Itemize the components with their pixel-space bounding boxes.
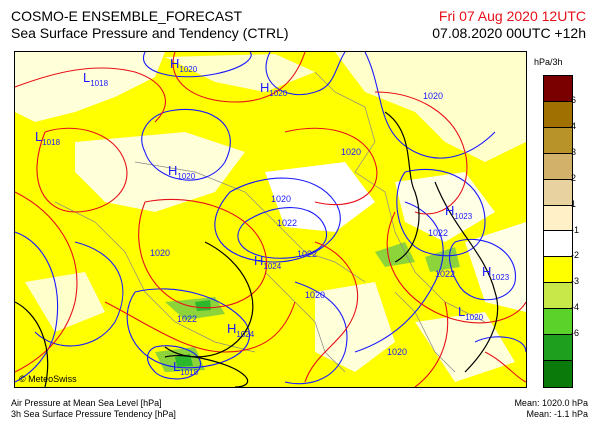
low-center: L1018 [35, 129, 61, 147]
isobars-black [15, 111, 499, 387]
legend-tick-label: -1 [571, 224, 580, 235]
legend-swatch [544, 309, 572, 336]
legend-tick-label: 6 [571, 94, 577, 105]
legend-tick-label: -3 [571, 276, 580, 287]
legend-tick-label: -2 [571, 250, 580, 261]
legend-tick-label: -6 [571, 328, 580, 339]
pressure-centers: L1018 H1020 H1020 L1018 H1020 H1024 H102… [35, 56, 510, 377]
tendency-field-label: 3h Sea Surface Pressure Tendency [hPa] [11, 409, 176, 419]
legend-tick-label: 2 [571, 172, 577, 183]
low-center: L1018 [173, 359, 199, 377]
high-center: H1020 [260, 80, 288, 98]
title-block: COSMO-E ENSEMBLE_FORECAST Sea Surface Pr… [11, 8, 289, 42]
low-center: L1018 [83, 70, 109, 88]
high-center: H1020 [168, 163, 196, 181]
legend-swatch [544, 231, 572, 258]
legend-tick-label: -4 [571, 302, 580, 313]
isobar-label: 1020 [387, 347, 407, 357]
run-time: 07.08.2020 00UTC +12h [432, 25, 586, 41]
isobar-label: 1020 [150, 248, 170, 258]
legend-tick-label: 3 [571, 146, 577, 157]
product-title: COSMO-E ENSEMBLE_FORECAST [11, 8, 243, 24]
legend-swatch [544, 283, 572, 310]
legend-tick-label: 1 [571, 198, 577, 209]
isobar-label: 1020 [305, 290, 325, 300]
high-center: H1024 [254, 253, 282, 271]
pressure-field-label: Air Pressure at Mean Sea Level [hPa] [11, 398, 162, 408]
mean-tendency: Mean: -1.1 hPa [526, 409, 588, 419]
isobar-label: 1022 [428, 228, 448, 238]
tendency-red-lines [15, 52, 526, 387]
low-center: L1020 [458, 304, 484, 322]
forecast-map[interactable]: 1020 1020 1020 1022 1022 1020 1022 1022 … [14, 51, 527, 388]
color-legend [543, 75, 573, 388]
high-center: H1020 [170, 56, 198, 74]
legend-swatch [544, 127, 572, 154]
product-subtitle: Sea Surface Pressure and Tendency (CTRL) [11, 25, 289, 41]
legend-swatch [544, 361, 572, 387]
legend-tick-label: 4 [571, 120, 577, 131]
legend-swatch [544, 205, 572, 232]
high-center: H1023 [445, 203, 473, 221]
isobar-label: 1022 [297, 249, 317, 259]
legend-swatch [544, 257, 572, 284]
isobar-label: 1022 [277, 218, 297, 228]
high-center: H1023 [482, 264, 510, 282]
isobar-label: 1020 [423, 91, 443, 101]
high-center: H1024 [227, 321, 255, 339]
isobar-label: 1022 [177, 314, 197, 324]
isobar-label: 1020 [271, 194, 291, 204]
isobar-label: 1020 [341, 147, 361, 157]
borders [54, 71, 486, 373]
time-block: Fri 07 Aug 2020 12UTC 07.08.2020 00UTC +… [432, 8, 586, 42]
valid-time: Fri 07 Aug 2020 12UTC [438, 8, 586, 24]
footer-description: Air Pressure at Mean Sea Level [hPa] 3h … [11, 398, 176, 420]
legend-swatch [544, 335, 572, 362]
legend-swatch [544, 101, 572, 128]
legend-unit: hPa/3h [534, 57, 563, 67]
map-canvas: 1020 1020 1020 1022 1022 1020 1022 1022 … [15, 52, 526, 387]
legend-swatch [544, 76, 572, 102]
footer-statistics: Mean: 1020.0 hPa Mean: -1.1 hPa [514, 398, 588, 420]
copyright-label: © MeteoSwiss [19, 374, 77, 384]
isobar-label: 1022 [435, 269, 455, 279]
legend-swatch [544, 153, 572, 180]
legend-swatch [544, 179, 572, 206]
isobar-labels: 1020 1020 1020 1022 1022 1020 1022 1022 … [150, 91, 455, 357]
mean-pressure: Mean: 1020.0 hPa [514, 398, 588, 408]
